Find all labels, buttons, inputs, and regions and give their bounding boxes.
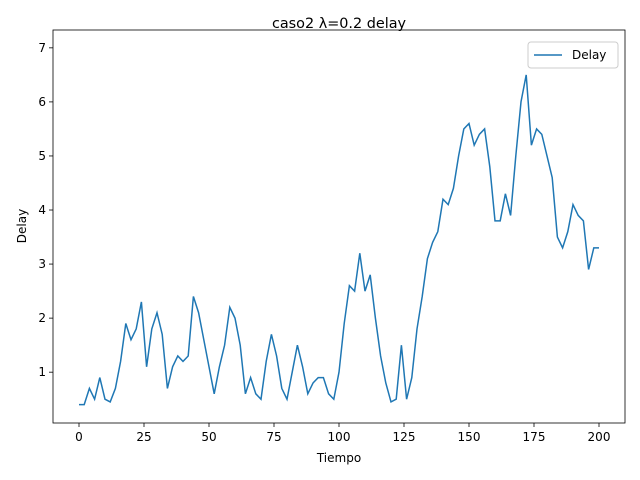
x-tick-label: 150 [458, 430, 481, 444]
x-tick-label: 25 [136, 430, 151, 444]
y-tick-label: 7 [38, 41, 46, 55]
legend-box [527, 41, 619, 69]
legend-label: Delay [572, 48, 606, 62]
data-line [79, 74, 599, 406]
x-tick-label: 0 [75, 430, 83, 444]
x-tick-label: 75 [266, 430, 281, 444]
y-tick-label: 6 [38, 95, 46, 109]
x-tick-label: 50 [201, 430, 216, 444]
x-tick-label: 100 [328, 430, 351, 444]
y-tick-label: 5 [38, 149, 46, 163]
x-tick-label: 175 [523, 430, 546, 444]
y-tick-label: 2 [38, 311, 46, 325]
x-axis-label: Tiempo [316, 451, 361, 465]
y-tick-label: 3 [38, 257, 46, 271]
y-tick-label: 4 [38, 203, 46, 217]
plot-frame [52, 29, 626, 424]
y-axis-label: Delay [15, 209, 29, 243]
x-tick-label: 200 [588, 430, 611, 444]
chart-title: caso2 λ=0.2 delay [272, 16, 407, 32]
y-tick-label: 1 [38, 365, 46, 379]
x-tick-label: 125 [393, 430, 416, 444]
